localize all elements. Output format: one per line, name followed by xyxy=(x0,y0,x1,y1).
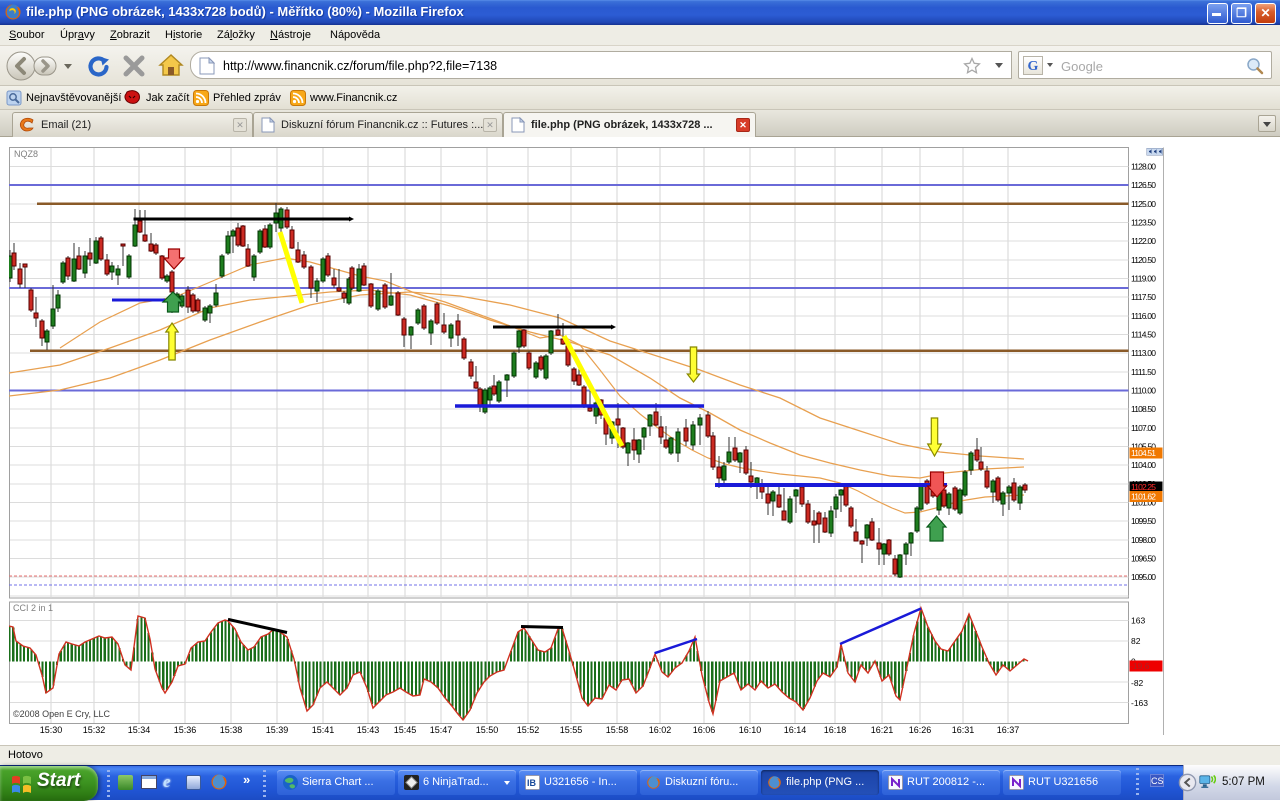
svg-text:1104.00: 1104.00 xyxy=(1131,460,1156,470)
svg-text:15:55: 15:55 xyxy=(560,725,583,735)
svg-text:15:52: 15:52 xyxy=(517,725,540,735)
svg-text:1105.50: 1105.50 xyxy=(1131,442,1156,452)
svg-text:1126.50: 1126.50 xyxy=(1131,180,1156,190)
svg-text:15:39: 15:39 xyxy=(266,725,289,735)
svg-text:1101.62: 1101.62 xyxy=(1131,492,1156,502)
svg-text:15:32: 15:32 xyxy=(83,725,106,735)
svg-text:16:06: 16:06 xyxy=(693,725,716,735)
svg-text:1096.50: 1096.50 xyxy=(1131,554,1156,564)
svg-text:15:50: 15:50 xyxy=(476,725,499,735)
svg-text:NQZ8: NQZ8 xyxy=(14,149,38,159)
svg-text:16:21: 16:21 xyxy=(871,725,894,735)
svg-text:1120.50: 1120.50 xyxy=(1131,255,1156,265)
svg-text:1123.50: 1123.50 xyxy=(1131,218,1156,228)
svg-text:15:58: 15:58 xyxy=(606,725,629,735)
svg-text:1095.00: 1095.00 xyxy=(1131,572,1156,582)
svg-text:1098.00: 1098.00 xyxy=(1131,535,1156,545)
svg-text:1110.00: 1110.00 xyxy=(1131,386,1156,396)
svg-text:15:45: 15:45 xyxy=(394,725,417,735)
svg-text:16:37: 16:37 xyxy=(997,725,1020,735)
svg-text:16:10: 16:10 xyxy=(739,725,762,735)
svg-text:15:34: 15:34 xyxy=(128,725,151,735)
svg-text:82: 82 xyxy=(1131,636,1141,646)
svg-text:16:02: 16:02 xyxy=(649,725,672,735)
svg-text:15:38: 15:38 xyxy=(220,725,243,735)
svg-text:1102.25: 1102.25 xyxy=(1131,482,1156,492)
svg-text:16:26: 16:26 xyxy=(909,725,932,735)
svg-text:1101.00: 1101.00 xyxy=(1131,498,1156,508)
svg-text:1119.00: 1119.00 xyxy=(1131,274,1156,284)
svg-text:1104.51: 1104.51 xyxy=(1131,448,1156,458)
svg-text:1113.00: 1113.00 xyxy=(1131,348,1156,358)
svg-text:-82: -82 xyxy=(1131,678,1144,688)
svg-text:1114.50: 1114.50 xyxy=(1131,330,1156,340)
svg-text:-163: -163 xyxy=(1131,698,1148,708)
svg-text:16:14: 16:14 xyxy=(784,725,807,735)
svg-text:-19,6: -19,6 xyxy=(1130,661,1150,671)
svg-text:1125.00: 1125.00 xyxy=(1131,199,1156,209)
svg-text:CCI 2 in 1: CCI 2 in 1 xyxy=(13,603,53,613)
svg-text:1111.50: 1111.50 xyxy=(1131,367,1156,377)
svg-text:16:31: 16:31 xyxy=(952,725,975,735)
svg-text:1108.50: 1108.50 xyxy=(1131,404,1156,414)
svg-text:16:18: 16:18 xyxy=(824,725,847,735)
svg-text:15:30: 15:30 xyxy=(40,725,63,735)
svg-text:1107.00: 1107.00 xyxy=(1131,423,1156,433)
svg-text:1122.00: 1122.00 xyxy=(1131,236,1156,246)
svg-text:1099.50: 1099.50 xyxy=(1131,516,1156,526)
svg-text:1117.50: 1117.50 xyxy=(1131,292,1156,302)
svg-text:15:43: 15:43 xyxy=(357,725,380,735)
svg-text:1116.00: 1116.00 xyxy=(1131,311,1156,321)
svg-text:1128.00: 1128.00 xyxy=(1131,162,1156,172)
svg-text:15:41: 15:41 xyxy=(312,725,335,735)
svg-text:163: 163 xyxy=(1131,615,1145,625)
svg-text:15:47: 15:47 xyxy=(430,725,453,735)
svg-text:15:36: 15:36 xyxy=(174,725,197,735)
svg-text:©2008 Open E Cry, LLC: ©2008 Open E Cry, LLC xyxy=(13,709,111,719)
